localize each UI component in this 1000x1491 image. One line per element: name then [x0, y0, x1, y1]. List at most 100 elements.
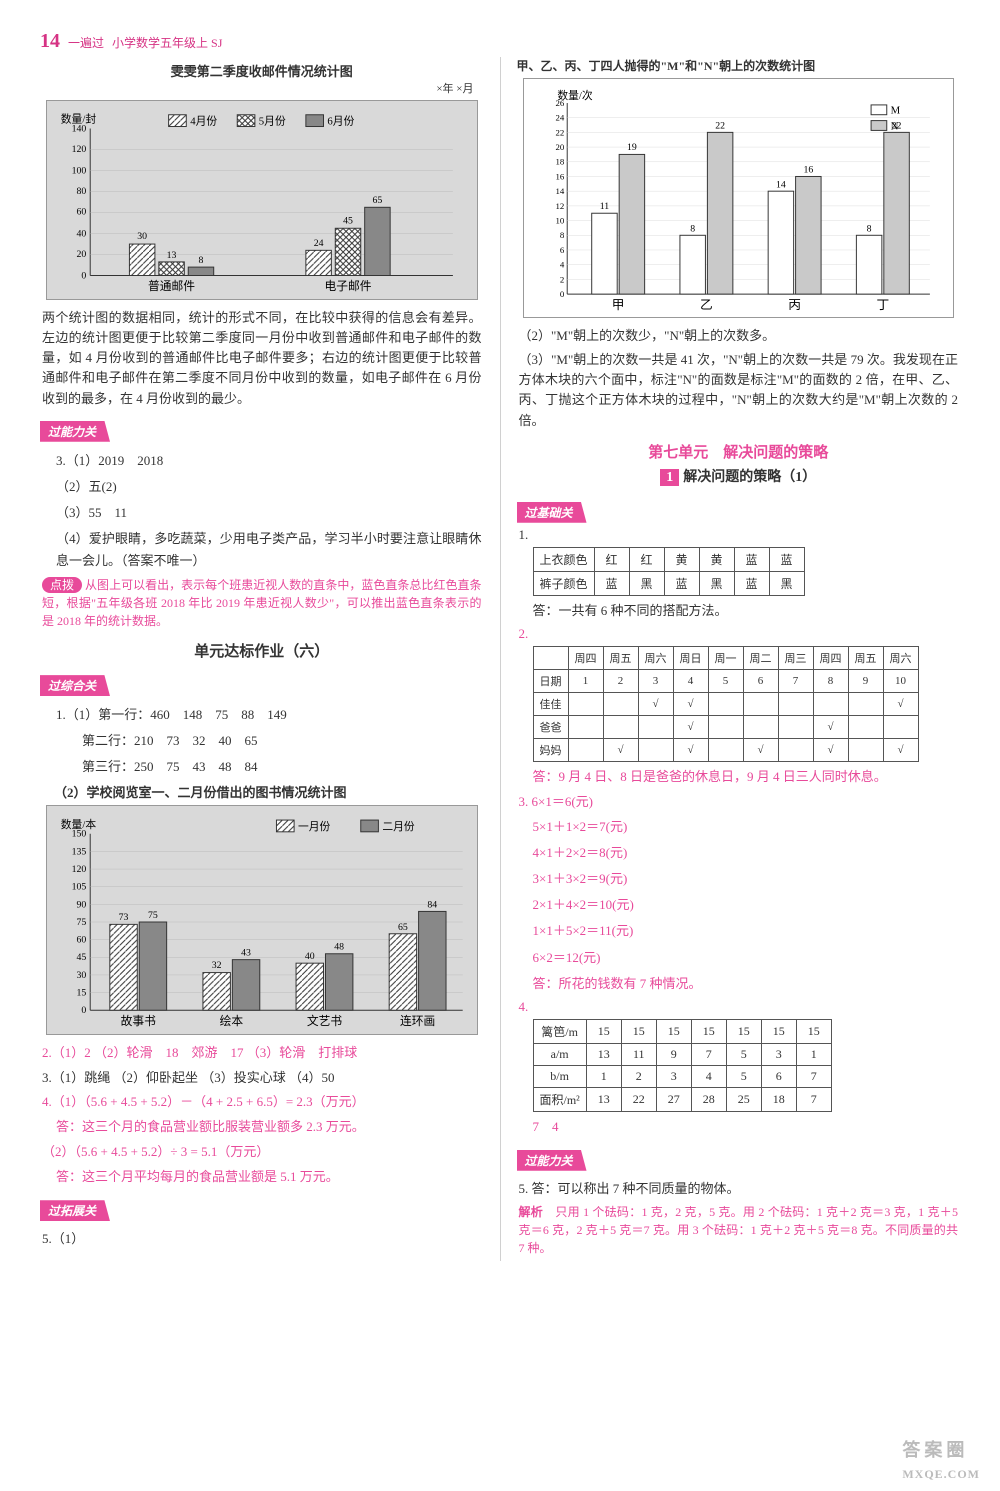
svg-text:16: 16 [555, 171, 564, 181]
t4-ans: 7 4 [533, 1116, 959, 1138]
svg-text:24: 24 [314, 238, 324, 249]
q4-label: 4. [519, 999, 961, 1015]
svg-text:22: 22 [891, 120, 901, 131]
footer-brand: 答案圈 MXQE.COM [902, 1436, 980, 1483]
rq5: 5. 答：可以称出 7 种不同质量的物体。 [519, 1179, 959, 1199]
svg-text:22: 22 [555, 127, 564, 137]
page-header: 14 一遍过 小学数学五年级上 SJ [40, 30, 960, 53]
svg-text:0: 0 [559, 289, 564, 299]
svg-text:乙: 乙 [700, 298, 713, 312]
svg-text:80: 80 [76, 186, 86, 197]
svg-text:4: 4 [559, 260, 564, 270]
svg-text:电子邮件: 电子邮件 [325, 279, 372, 293]
q1r2: 第二行：210 73 32 40 65 [56, 730, 482, 752]
lq4a2: 答：这三个月的食品营业额比服装营业额多 2.3 万元。 [56, 1116, 482, 1138]
header-brand: 一遍过 [68, 34, 104, 51]
svg-text:26: 26 [555, 98, 564, 108]
chart2-title: （2）学校阅览室一、二月份借出的图书情况统计图 [54, 782, 484, 801]
svg-text:105: 105 [72, 882, 87, 893]
header-subtitle: 小学数学五年级上 SJ [112, 34, 222, 51]
svg-text:2: 2 [559, 274, 563, 284]
svg-text:10: 10 [555, 216, 564, 226]
svg-text:120: 120 [72, 144, 87, 155]
chart3-title: 甲、乙、丙、丁四人抛得的"M"和"N"朝上的次数统计图 [517, 57, 961, 74]
table4: 篱笆/m15151515151515 a/m131197531 b/m12345… [533, 1019, 832, 1112]
q3-1: 3.（1）2019 2018 [56, 450, 482, 472]
svg-text:8: 8 [866, 223, 871, 234]
svg-text:90: 90 [76, 900, 86, 911]
left-para1: 两个统计图的数据相同，统计的形式不同，在比较中获得的信息会有差异。左边的统计图更… [42, 308, 482, 409]
r3: （3）"M"朝上的次数一共是 41 次，"N"朝上的次数一共是 79 次。我发现… [519, 350, 959, 431]
svg-text:8: 8 [559, 230, 564, 240]
svg-text:20: 20 [76, 249, 86, 260]
lq3b: 3.（1）跳绳 （2）仰卧起坐 （3）投实心球 （4）50 [42, 1068, 482, 1088]
svg-text:30: 30 [76, 970, 86, 981]
svg-text:二月份: 二月份 [382, 820, 415, 833]
svg-text:6月份: 6月份 [327, 115, 354, 128]
svg-text:60: 60 [76, 207, 86, 218]
svg-text:M: M [890, 105, 900, 117]
svg-text:文艺书: 文艺书 [307, 1014, 342, 1028]
t1-ans: 答：一共有 6 种不同的搭配方法。 [533, 600, 959, 622]
t2-ans: 答：9 月 4 日、8 日是爸爸的休息日，9 月 4 日三人同时休息。 [533, 766, 959, 788]
svg-text:连环画: 连环画 [400, 1014, 435, 1028]
q3-lines: 3. 6×1＝6(元) 5×1＋1×2＝7(元) 4×1＋2×2＝8(元) 3×… [517, 792, 961, 995]
svg-text:40: 40 [76, 228, 86, 239]
svg-text:19: 19 [627, 142, 637, 153]
svg-text:100: 100 [72, 166, 87, 177]
svg-text:一月份: 一月份 [298, 820, 331, 833]
svg-text:0: 0 [81, 1006, 86, 1017]
q3-4: （4）爱护眼睛，多吃蔬菜，少用电子类产品，学习半小时要注意让眼睛休息一会儿。（答… [56, 528, 482, 572]
section-basic-r: 过基础关 [517, 502, 587, 523]
section-ability-r: 过能力关 [517, 1150, 587, 1171]
svg-text:32: 32 [212, 961, 222, 972]
svg-text:0: 0 [81, 270, 86, 281]
svg-text:6: 6 [559, 245, 564, 255]
svg-text:60: 60 [76, 935, 86, 946]
svg-text:65: 65 [398, 922, 408, 933]
svg-text:135: 135 [72, 847, 87, 858]
svg-text:22: 22 [715, 120, 725, 131]
q1r3: 第三行：250 75 43 48 84 [56, 756, 482, 778]
svg-text:18: 18 [555, 157, 564, 167]
svg-text:75: 75 [148, 911, 158, 922]
svg-text:5月份: 5月份 [259, 115, 286, 128]
svg-text:丁: 丁 [876, 298, 889, 312]
svg-text:43: 43 [241, 948, 251, 959]
svg-text:20: 20 [555, 142, 564, 152]
chart2: 数量/本 一月份 二月份 01530 456075 90105120 [46, 805, 478, 1035]
q3-3: （3）55 11 [56, 502, 482, 524]
tip: 点拨 从图上可以看出，表示每个班患近视人数的直条中，蓝色直条总比红色直条短，根据… [42, 576, 482, 630]
sub7: 1解决问题的策略（1） [517, 466, 961, 486]
section-ext: 过拓展关 [40, 1200, 110, 1221]
table2: 周四周五周六周日周一周二周三周四周五周六 日期12345678910 佳佳√√√… [533, 646, 919, 762]
svg-text:140: 140 [72, 123, 87, 134]
lq2: 2.（1）2 （2）轮滑 18 郊游 17 （3）轮滑 打排球 [42, 1043, 482, 1063]
q1-label: 1. [519, 527, 961, 543]
svg-text:150: 150 [72, 829, 87, 840]
q2-label: 2. [519, 626, 961, 642]
svg-text:16: 16 [803, 165, 813, 176]
svg-text:65: 65 [373, 195, 383, 206]
svg-text:故事书: 故事书 [121, 1014, 156, 1028]
svg-text:14: 14 [555, 186, 564, 196]
svg-text:8: 8 [199, 255, 204, 266]
section-ability: 过能力关 [40, 421, 110, 442]
svg-text:30: 30 [137, 231, 147, 242]
rq5-exp: 解析 只用 1 个砝码：1 克，2 克，5 克。用 2 个砝码：1 克＋2 克＝… [519, 1203, 959, 1257]
lq4b2: 答：这三个月平均每月的食品营业额是 5.1 万元。 [56, 1166, 482, 1188]
svg-text:15: 15 [76, 988, 86, 999]
svg-text:8: 8 [690, 223, 695, 234]
page-number: 14 [40, 30, 60, 53]
svg-text:75: 75 [76, 917, 86, 928]
chart1-title: 雯雯第二季度收邮件情况统计图 [40, 61, 484, 80]
unit6-title: 单元达标作业（六） [40, 640, 484, 661]
table1: 上衣颜色红红黄黄蓝蓝 裤子颜色蓝黑蓝黑蓝黑 [533, 547, 805, 596]
section-comp: 过综合关 [40, 675, 110, 696]
r2: （2）"M"朝上的次数少，"N"朝上的次数多。 [519, 326, 959, 346]
svg-text:120: 120 [72, 864, 87, 875]
svg-text:24: 24 [555, 113, 564, 123]
chart1: 数量/封 4月份 5月份 6月份 [46, 100, 478, 300]
svg-text:45: 45 [343, 216, 353, 227]
svg-text:12: 12 [555, 201, 564, 211]
